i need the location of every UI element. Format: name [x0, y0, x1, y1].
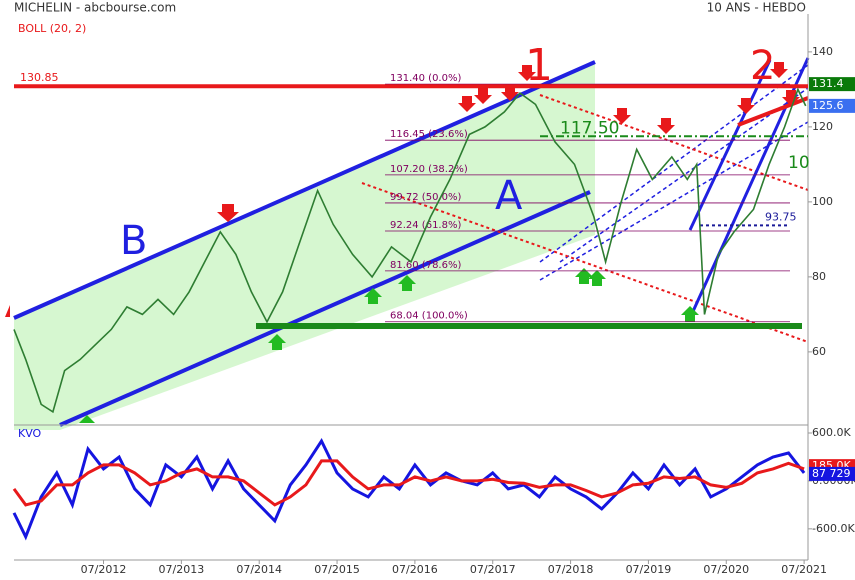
x-tick-label: 07/2018: [548, 563, 594, 576]
chart-mark: 10: [788, 153, 810, 173]
data-line: [12, 459, 805, 507]
x-tick-label: 07/2021: [781, 563, 827, 576]
chart-mark: A: [495, 173, 523, 219]
channel-top: [13, 60, 596, 320]
data-line: [13, 87, 807, 414]
up-arrow: [268, 334, 286, 350]
last-value-badge: [809, 466, 855, 481]
fib-label: 107.20 (38.2%): [390, 164, 468, 175]
last-value-badge: [809, 98, 855, 113]
fib-label: 92.24 (61.8%): [390, 220, 461, 231]
y-tick-label: 100: [812, 195, 833, 208]
down-arrow: [770, 62, 788, 78]
down-arrow: [5, 305, 10, 317]
arrows: [5, 62, 800, 317]
data-line: [12, 437, 806, 541]
header-left: MICHELIN - abcbourse.com: [14, 1, 176, 15]
up-arrow: [681, 306, 699, 322]
fib-label: 116.45 (23.6%): [390, 129, 468, 140]
y-tick-label: 60: [812, 345, 826, 358]
last-value-badge: [809, 77, 855, 92]
support-line: [256, 323, 802, 329]
fib-label: 131.40 (0.0%): [390, 73, 461, 84]
red-trend: [361, 182, 809, 343]
steep-channel: [688, 59, 772, 231]
y-tick-label: 80: [812, 270, 826, 283]
channel-fill: [14, 62, 595, 430]
fib-label: 81.60 (78.6%): [390, 260, 461, 271]
channel-dash: [539, 121, 809, 281]
x-tick-label: 07/2015: [314, 563, 360, 576]
x-tick-label: 07/2012: [81, 563, 127, 576]
channel-decor: [13, 57, 810, 430]
last-value-label: 87 729: [812, 467, 851, 480]
down-arrow: [474, 88, 492, 104]
chart-mark: 1: [525, 40, 553, 91]
header-right: 10 ANS - HEBDO: [707, 1, 806, 15]
down-arrow: [518, 65, 536, 81]
last-value-label: 131.4: [812, 77, 844, 90]
fib-label: 68.04 (100.0%): [390, 311, 468, 322]
x-tick-label: 07/2013: [159, 563, 205, 576]
down-arrow: [613, 108, 631, 124]
level-label: 130.85: [20, 71, 59, 84]
x-tick-label: 07/2016: [392, 563, 438, 576]
down-arrow: [458, 96, 476, 112]
chart-mark: 2: [750, 43, 775, 89]
y-tick-label: 600.0K: [812, 426, 851, 439]
x-tick-label: 07/2014: [236, 563, 282, 576]
red-trend: [539, 94, 809, 191]
x-tick-label: 07/2020: [703, 563, 749, 576]
chart-mark: B: [120, 218, 147, 264]
up-arrow: [79, 415, 95, 423]
down-arrow: [657, 118, 675, 134]
fib-label: 99.72 (50.0%): [390, 192, 461, 203]
level-label: 117.50: [560, 118, 619, 138]
y-tick-label: 140: [812, 45, 833, 58]
down-arrow: [737, 98, 755, 114]
indicator-label: BOLL (20, 2): [18, 22, 86, 35]
y-tick-label: -600.0K: [812, 522, 855, 535]
channel-dash: [559, 87, 809, 263]
red-segment: [737, 96, 809, 127]
up-arrow: [364, 288, 382, 304]
down-arrow: [217, 204, 239, 222]
arrows: [79, 268, 699, 423]
up-arrow: [588, 270, 606, 286]
up-arrow: [398, 275, 416, 291]
level-label: 93.75: [765, 210, 797, 223]
up-arrow: [575, 268, 593, 284]
x-tick-label: 07/2019: [626, 563, 672, 576]
last-value-label: 125.6: [812, 99, 844, 112]
y-tick-label: 120: [812, 120, 833, 133]
panel-title: KVO: [18, 427, 42, 440]
x-tick-label: 07/2017: [470, 563, 516, 576]
down-arrow: [501, 85, 519, 101]
